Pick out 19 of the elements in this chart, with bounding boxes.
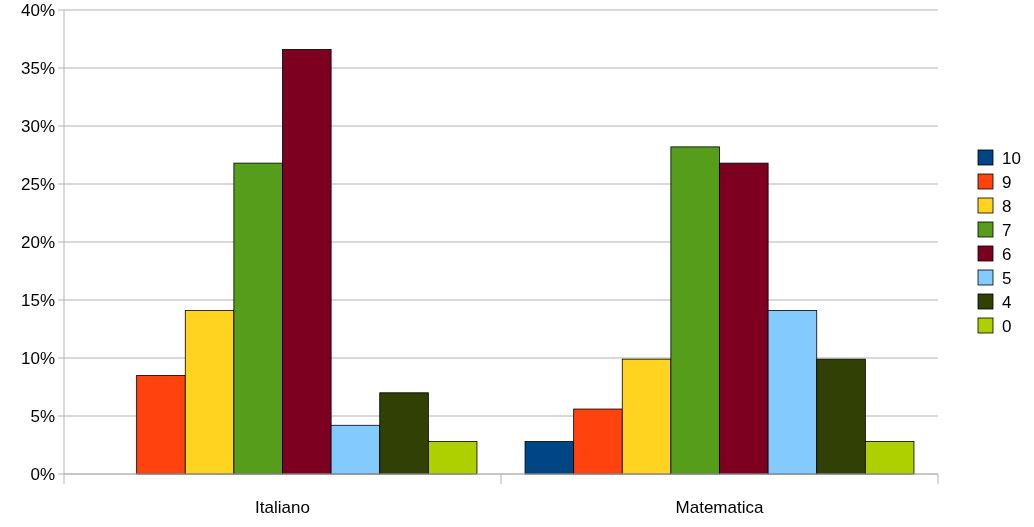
- y-tick-label: 35%: [20, 58, 55, 78]
- y-tick-label: 0%: [30, 464, 55, 484]
- x-tick-label: Matematica: [675, 498, 764, 517]
- legend-label: 5: [1002, 268, 1012, 288]
- legend-label: 8: [1002, 196, 1012, 216]
- y-tick-label: 15%: [20, 290, 55, 310]
- legend-label: 6: [1002, 244, 1012, 264]
- x-tick-label: Italiano: [255, 498, 310, 517]
- legend-label: 9: [1002, 172, 1012, 192]
- y-tick-label: 25%: [20, 174, 55, 194]
- y-tick-label: 40%: [20, 0, 55, 20]
- legend-label: 7: [1002, 220, 1012, 240]
- legend-label: 4: [1002, 292, 1012, 312]
- legend-label: 0: [1002, 316, 1012, 336]
- legend-label: 10: [1002, 148, 1021, 168]
- y-tick-label: 20%: [20, 232, 55, 252]
- y-tick-label: 10%: [20, 348, 55, 368]
- y-tick-label: 30%: [20, 116, 55, 136]
- y-tick-label: 5%: [30, 406, 55, 426]
